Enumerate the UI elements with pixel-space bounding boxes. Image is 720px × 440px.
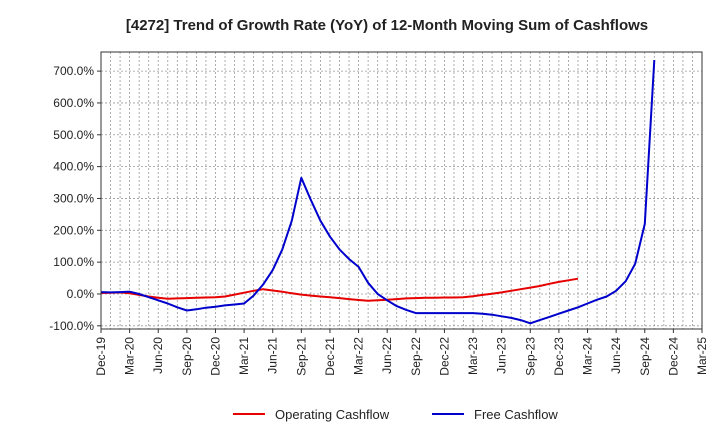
x-tick-label: Sep-20 bbox=[180, 337, 194, 376]
x-tick-label: Dec-23 bbox=[552, 337, 566, 376]
plot-frame bbox=[100, 51, 703, 330]
series-lines bbox=[100, 59, 656, 325]
x-tick-label: Mar-23 bbox=[466, 337, 480, 375]
x-tick-label: Dec-20 bbox=[208, 337, 222, 376]
y-tick-label: 0.0% bbox=[67, 287, 95, 301]
x-tick-label: Jun-20 bbox=[151, 337, 165, 374]
legend-label: Free Cashflow bbox=[474, 407, 558, 422]
x-tick-label: Mar-24 bbox=[581, 337, 595, 375]
y-tick-label: 200.0% bbox=[53, 223, 94, 237]
x-tick-label: Mar-21 bbox=[237, 337, 251, 375]
x-tick-label: Mar-20 bbox=[123, 337, 137, 375]
y-tick-label: 100.0% bbox=[53, 255, 94, 269]
x-tick-label: Dec-24 bbox=[666, 337, 680, 376]
series-line-operating-cashflow bbox=[100, 277, 579, 302]
x-tick-label: Jun-21 bbox=[266, 337, 280, 374]
y-tick-label: 600.0% bbox=[53, 96, 94, 110]
x-tick-label: Mar-22 bbox=[352, 337, 366, 375]
y-tick-label: 400.0% bbox=[53, 160, 94, 174]
y-axis: -100.0% 0.0% 100.0% 200.0% 300.0% 400.0% 500.0… bbox=[49, 64, 101, 333]
y-tick-label: -100.0% bbox=[49, 319, 94, 333]
chart-title: [4272] Trend of Growth Rate (YoY) of 12-… bbox=[126, 17, 648, 34]
y-tick-label: 500.0% bbox=[53, 128, 94, 142]
x-tick-label: Jun-22 bbox=[380, 337, 394, 374]
legend: Operating Cashflow Free Cashflow bbox=[233, 407, 558, 422]
x-tick-label: Dec-22 bbox=[437, 337, 451, 376]
x-tick-label: Dec-21 bbox=[323, 337, 337, 376]
x-tick-label: Jun-23 bbox=[495, 337, 509, 374]
x-tick-label: Mar-25 bbox=[695, 337, 709, 375]
y-tick-label: 300.0% bbox=[53, 191, 94, 205]
x-tick-label: Sep-21 bbox=[294, 337, 308, 376]
y-tick-label: 700.0% bbox=[53, 64, 94, 78]
x-tick-label: Dec-19 bbox=[94, 337, 108, 376]
x-tick-label: Sep-22 bbox=[409, 337, 423, 376]
x-tick-label: Sep-24 bbox=[638, 337, 652, 376]
series-line-free-cashflow bbox=[100, 59, 656, 325]
x-tick-label: Sep-23 bbox=[523, 337, 537, 376]
legend-label: Operating Cashflow bbox=[275, 407, 390, 422]
x-axis: Dec-19 Mar-20 Jun-20 Sep-20 Dec-20 Mar-21 Jun-… bbox=[94, 329, 709, 376]
grid-lines bbox=[101, 52, 702, 329]
x-tick-label: Jun-24 bbox=[609, 337, 623, 374]
